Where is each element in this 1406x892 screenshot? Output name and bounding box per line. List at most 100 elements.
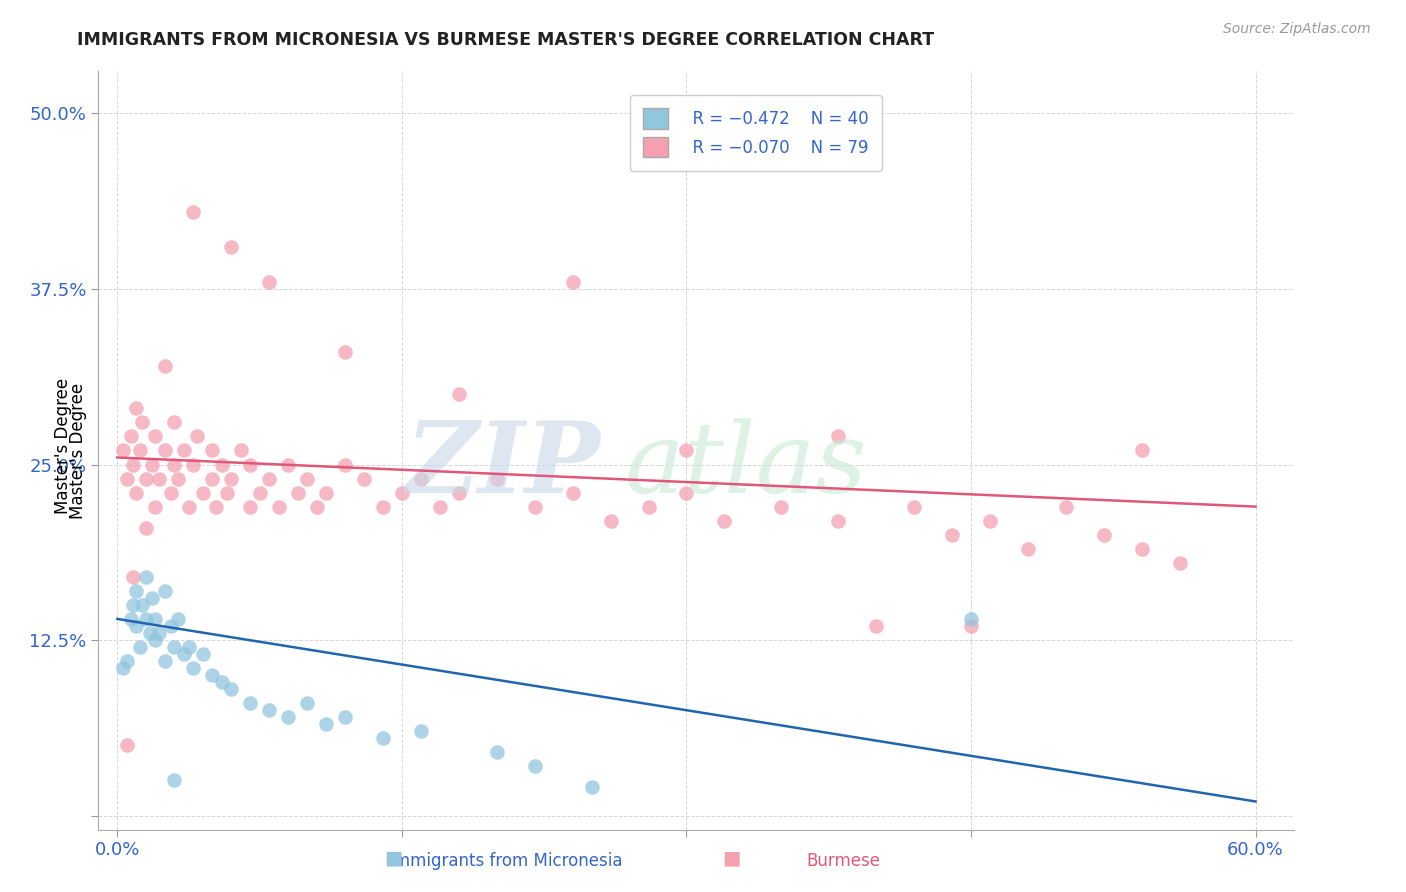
Point bbox=[239, 500, 262, 514]
Point bbox=[523, 759, 546, 773]
Point bbox=[903, 500, 925, 514]
Point bbox=[211, 675, 233, 690]
Text: ■: ■ bbox=[384, 848, 404, 867]
Point bbox=[409, 471, 432, 485]
Point bbox=[675, 443, 697, 458]
Point bbox=[112, 443, 135, 458]
Point bbox=[333, 710, 356, 724]
Point bbox=[1054, 500, 1077, 514]
Point bbox=[135, 471, 157, 485]
Point bbox=[163, 458, 186, 472]
Point bbox=[1017, 541, 1039, 556]
Point bbox=[637, 500, 659, 514]
Point bbox=[201, 443, 224, 458]
Text: IMMIGRANTS FROM MICRONESIA VS BURMESE MASTER'S DEGREE CORRELATION CHART: IMMIGRANTS FROM MICRONESIA VS BURMESE MA… bbox=[77, 31, 935, 49]
Text: Source: ZipAtlas.com: Source: ZipAtlas.com bbox=[1223, 22, 1371, 37]
Point bbox=[211, 458, 233, 472]
Point bbox=[121, 570, 143, 584]
Point bbox=[865, 619, 887, 633]
Point bbox=[371, 500, 394, 514]
Point bbox=[713, 514, 735, 528]
Point bbox=[153, 443, 176, 458]
Point bbox=[167, 612, 190, 626]
Point bbox=[167, 471, 190, 485]
Point bbox=[219, 240, 242, 254]
Point bbox=[205, 500, 228, 514]
Point bbox=[1168, 556, 1191, 570]
Point bbox=[599, 514, 621, 528]
Point bbox=[186, 429, 208, 443]
Point bbox=[120, 429, 142, 443]
Point bbox=[129, 443, 152, 458]
Point bbox=[295, 696, 318, 710]
Point bbox=[229, 443, 252, 458]
Point bbox=[523, 500, 546, 514]
Point bbox=[941, 527, 963, 541]
Text: Immigrants from Micronesia: Immigrants from Micronesia bbox=[389, 852, 623, 870]
Point bbox=[135, 521, 157, 535]
Point bbox=[125, 619, 148, 633]
Point bbox=[979, 514, 1001, 528]
Point bbox=[125, 583, 148, 598]
Text: ZIP: ZIP bbox=[405, 417, 600, 514]
Point bbox=[287, 485, 309, 500]
Point bbox=[561, 485, 583, 500]
Point bbox=[163, 416, 186, 430]
Point bbox=[447, 485, 470, 500]
Point bbox=[115, 739, 138, 753]
Point bbox=[257, 275, 280, 289]
Point bbox=[217, 485, 239, 500]
Point bbox=[239, 696, 262, 710]
Text: Burmese: Burmese bbox=[807, 852, 880, 870]
Point bbox=[131, 416, 153, 430]
Point bbox=[120, 612, 142, 626]
Point bbox=[1092, 527, 1115, 541]
Point bbox=[153, 583, 176, 598]
Point bbox=[181, 204, 204, 219]
Point bbox=[173, 647, 195, 661]
Point bbox=[141, 458, 163, 472]
Point bbox=[295, 471, 318, 485]
Point bbox=[219, 682, 242, 697]
Point bbox=[148, 471, 170, 485]
Point bbox=[960, 612, 983, 626]
Point bbox=[827, 429, 849, 443]
Point bbox=[153, 359, 176, 374]
Point bbox=[135, 570, 157, 584]
Point bbox=[277, 458, 299, 472]
Point bbox=[179, 500, 201, 514]
Point bbox=[179, 640, 201, 654]
Point bbox=[138, 626, 160, 640]
Point bbox=[391, 485, 413, 500]
Point bbox=[143, 612, 166, 626]
Point bbox=[770, 500, 793, 514]
Point bbox=[148, 626, 170, 640]
Point bbox=[112, 661, 135, 675]
Point bbox=[143, 633, 166, 648]
Point bbox=[827, 514, 849, 528]
Point bbox=[485, 745, 508, 759]
Point bbox=[429, 500, 451, 514]
Point bbox=[121, 458, 143, 472]
Point bbox=[191, 647, 214, 661]
Point bbox=[675, 485, 697, 500]
Point bbox=[159, 485, 181, 500]
Point bbox=[125, 401, 148, 416]
Point bbox=[315, 717, 337, 731]
Point bbox=[267, 500, 290, 514]
Point bbox=[249, 485, 271, 500]
Point bbox=[561, 275, 583, 289]
Point bbox=[485, 471, 508, 485]
Point bbox=[135, 612, 157, 626]
Text: ■: ■ bbox=[721, 848, 741, 867]
Point bbox=[115, 471, 138, 485]
Point bbox=[181, 661, 204, 675]
Y-axis label: Master's Degree: Master's Degree bbox=[69, 383, 87, 518]
Point bbox=[1130, 443, 1153, 458]
Point bbox=[191, 485, 214, 500]
Point bbox=[173, 443, 195, 458]
Point bbox=[277, 710, 299, 724]
Point bbox=[201, 668, 224, 682]
Point bbox=[257, 471, 280, 485]
Point bbox=[115, 654, 138, 668]
